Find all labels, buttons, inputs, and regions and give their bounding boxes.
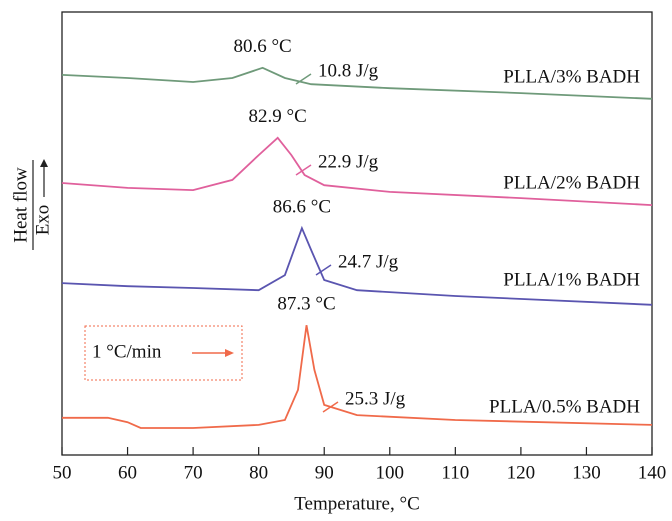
x-tick-label: 100: [376, 462, 405, 483]
x-tick-label: 140: [638, 462, 667, 483]
peak-label: 80.6 °C: [233, 36, 291, 57]
enthalpy-label: 24.7 J/g: [338, 251, 399, 272]
enthalpy-pointer: [295, 73, 312, 85]
rate-arrow-head: [225, 349, 234, 357]
y-direction-label: Exo: [32, 205, 53, 236]
enthalpy-pointer: [322, 401, 339, 413]
enthalpy-pointer: [315, 264, 332, 276]
plot-frame: [61, 11, 653, 456]
series-name: PLLA/3% BADH: [503, 66, 640, 87]
x-axis-label: Temperature, °C: [294, 493, 420, 514]
curve: [61, 136, 653, 206]
x-tick-label: 60: [118, 462, 137, 483]
curve: [62, 325, 653, 429]
peak-label: 87.3 °C: [277, 294, 335, 315]
series-name: PLLA/1% BADH: [503, 269, 640, 290]
enthalpy-label: 25.3 J/g: [345, 388, 406, 409]
x-tick-label: 80: [249, 462, 268, 483]
enthalpy-pointer: [295, 164, 312, 176]
x-tick-label: 70: [184, 462, 203, 483]
rate-box: [84, 325, 243, 381]
x-tick-label: 120: [507, 462, 536, 483]
x-tick-label: 130: [572, 462, 601, 483]
exo-arrow-head: [40, 159, 48, 167]
curve: [61, 225, 653, 306]
series-name: PLLA/0.5% BADH: [489, 396, 640, 417]
x-tick-label: 90: [315, 462, 334, 483]
series-name: PLLA/2% BADH: [503, 172, 640, 193]
y-axis-label-group: Heat flow Exo: [10, 159, 53, 250]
enthalpy-label: 22.9 J/g: [318, 151, 379, 172]
curve: [61, 66, 653, 100]
x-tick-label: 50: [53, 462, 72, 483]
enthalpy-label: 10.8 J/g: [318, 60, 379, 81]
y-axis-label: Heat flow: [10, 167, 31, 243]
peak-label: 86.6 °C: [273, 197, 331, 218]
x-tick-label: 110: [441, 462, 469, 483]
rate-label: 1 °C/min: [92, 341, 162, 362]
peak-label: 82.9 °C: [249, 106, 307, 127]
